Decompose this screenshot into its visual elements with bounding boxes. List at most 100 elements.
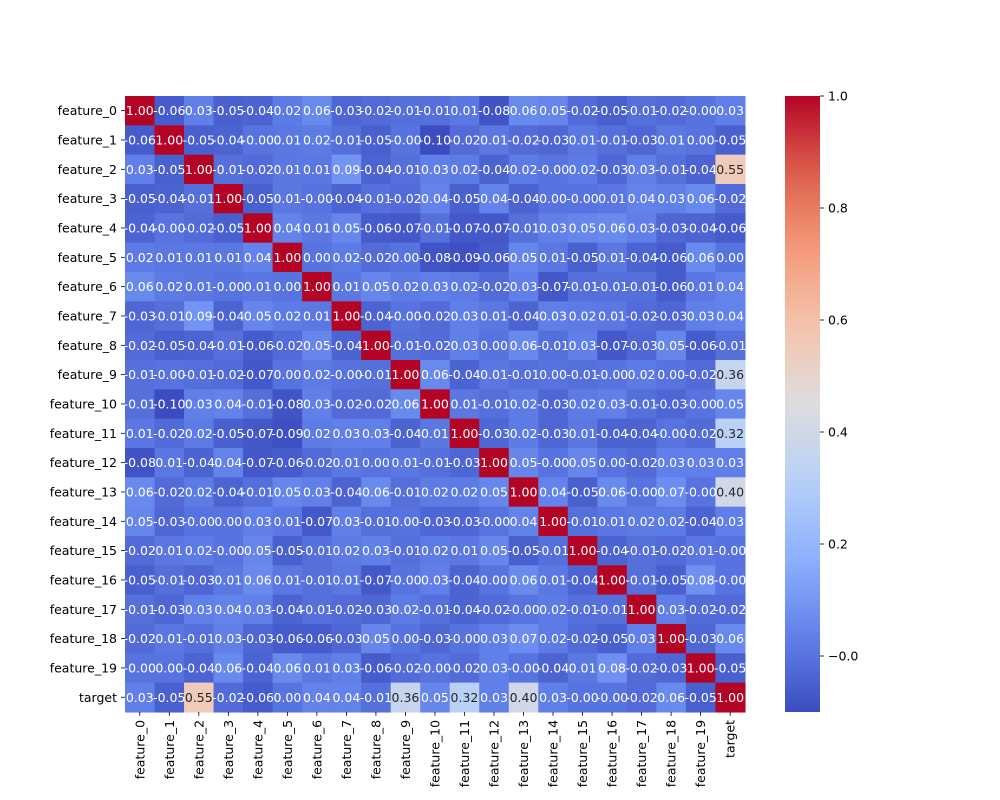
x-tick-label: feature_2: [191, 720, 206, 779]
cell-value-label: -0.04: [360, 162, 392, 177]
heatmap-cell: [125, 183, 156, 214]
x-tick-label: feature_16: [605, 720, 620, 787]
heatmap-cell: [508, 653, 539, 684]
x-tick-label: feature_13: [516, 720, 531, 787]
heatmap-cell: [449, 125, 480, 156]
cell-value-label: -0.02: [242, 162, 274, 177]
heatmap-cell: [449, 506, 480, 537]
cell-value-label: -0.04: [360, 308, 392, 323]
cell-value-label: -0.06: [360, 220, 392, 235]
heatmap-cell: [538, 506, 569, 537]
heatmap-cell: [154, 418, 185, 449]
heatmap-cell: [154, 653, 185, 684]
heatmap-cell: [184, 477, 215, 508]
heatmap-cell: [331, 359, 362, 390]
cell-value-label: 0.01: [598, 514, 626, 529]
heatmap-cell: [685, 96, 716, 126]
heatmap-cell: [626, 623, 657, 654]
heatmap-cell: [597, 682, 628, 713]
cell-value-label: 0.05: [510, 455, 538, 470]
heatmap-cell: [715, 506, 746, 537]
y-tick-label: feature_19: [50, 660, 117, 675]
heatmap-cell: [302, 477, 333, 508]
heatmap-cell: [656, 96, 687, 126]
heatmap-cell: [685, 565, 716, 596]
heatmap-cell: [361, 154, 392, 185]
heatmap-cell: [597, 623, 628, 654]
heatmap-cell: [479, 359, 510, 390]
cell-value-label: -0.02: [655, 103, 687, 118]
cell-value-label: -0.07: [478, 220, 510, 235]
cell-value-label: 0.05: [244, 543, 272, 558]
heatmap-cell: [538, 242, 569, 273]
cell-value-label: 0.03: [185, 103, 213, 118]
cell-value-label: -0.04: [212, 484, 244, 499]
heatmap-cell: [597, 271, 628, 302]
heatmap-cell: [685, 389, 716, 420]
y-tick-label: feature_3: [58, 191, 117, 206]
cell-value-label: -0.05: [684, 690, 716, 705]
cell-value-label: 0.55: [185, 690, 213, 705]
cell-value-label: 0.01: [569, 426, 597, 441]
cell-value-label: -0.03: [153, 602, 185, 617]
heatmap-cell: [420, 301, 451, 332]
heatmap-cell: [302, 183, 333, 214]
heatmap-cell: [361, 682, 392, 713]
cell-value-label: -0.04: [242, 103, 274, 118]
heatmap-cell: [420, 506, 451, 537]
heatmap-cell: [154, 506, 185, 537]
heatmap-cell: [567, 183, 598, 214]
heatmap-cell: [420, 653, 451, 684]
cell-value-label: 0.00: [392, 631, 420, 646]
heatmap-cell: [154, 271, 185, 302]
heatmap-cell: [597, 477, 628, 508]
heatmap-cell: [449, 477, 480, 508]
heatmap-cell: [420, 154, 451, 185]
cell-value-label: -0.03: [153, 514, 185, 529]
cell-value-label: -0.08: [271, 396, 303, 411]
heatmap-cell: [302, 359, 333, 390]
cell-value-label: -0.05: [242, 191, 274, 206]
cell-value-label: -0.10: [419, 133, 451, 148]
heatmap-cell: [479, 623, 510, 654]
cell-value-label: 0.01: [421, 426, 449, 441]
heatmap-cell: [538, 447, 569, 478]
cell-value-label: -0.06: [478, 250, 510, 265]
heatmap-cell: [656, 242, 687, 273]
cell-value-label: -0.01: [566, 602, 598, 617]
x-tick-label: feature_9: [398, 720, 413, 779]
cell-value-label: 0.03: [687, 308, 715, 323]
heatmap-cell: [243, 653, 274, 684]
heatmap-cell: [272, 301, 303, 332]
heatmap-cell: [390, 477, 421, 508]
heatmap-cell: [508, 682, 539, 713]
y-tick-label: feature_5: [58, 250, 117, 265]
heatmap-cell: [184, 125, 215, 156]
cell-value-label: 0.04: [480, 191, 508, 206]
cell-value-label: 0.01: [155, 455, 183, 470]
heatmap-cell: [715, 565, 746, 596]
heatmap-cell: [213, 359, 244, 390]
cell-value-label: 0.05: [362, 279, 390, 294]
colorbar-tick-label: 0.4: [828, 425, 848, 440]
cell-value-label: -0.00: [389, 572, 421, 587]
cell-value-label: 0.00: [273, 367, 301, 382]
heatmap-cell: [567, 623, 598, 654]
cell-value-label: 0.01: [273, 133, 301, 148]
heatmap-cell: [685, 154, 716, 185]
cell-value-label: 0.01: [332, 279, 360, 294]
heatmap-cell: [715, 242, 746, 273]
heatmap-cell: [331, 242, 362, 273]
cell-value-label: -0.04: [330, 338, 362, 353]
heatmap-cell: [272, 154, 303, 185]
cell-value-label: -0.06: [714, 220, 746, 235]
cell-value-label: -0.03: [655, 660, 687, 675]
heatmap-cell: [567, 213, 598, 244]
cell-value-label: -0.09: [271, 426, 303, 441]
cell-value-label: -0.06: [655, 250, 687, 265]
heatmap-cell: [508, 389, 539, 420]
heatmap-cell: [302, 330, 333, 361]
heatmap-cell: [538, 301, 569, 332]
cell-value-label: -0.05: [360, 133, 392, 148]
